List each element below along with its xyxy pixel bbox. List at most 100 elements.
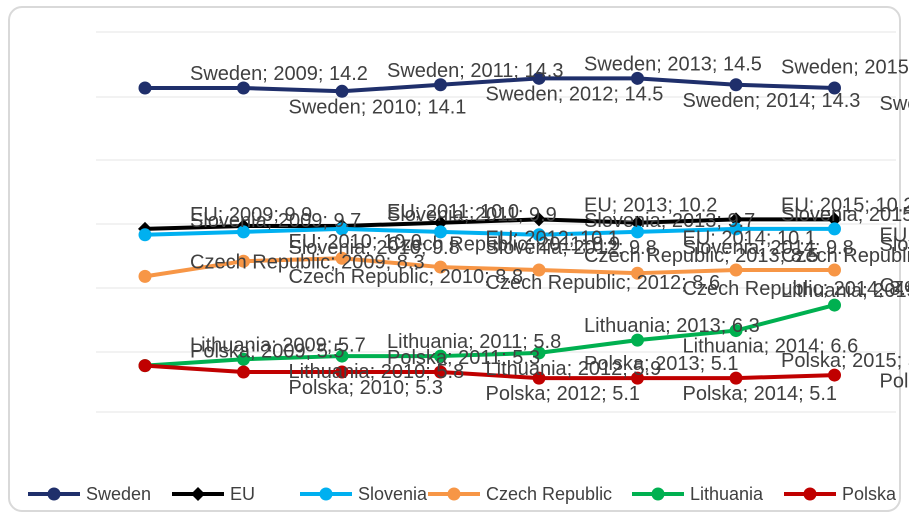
legend-marker-sweden (47, 487, 61, 501)
data-label-lithuania-7: Lithuania; 2015; 7.4 (781, 280, 909, 302)
marker-slovenia-2014 (631, 225, 644, 239)
legend-marker-czech-republic (447, 487, 461, 501)
data-label-eu-7: EU; 2015; 10.2 (781, 194, 909, 216)
data-label-slovenia-1: Slovenia; 2009; 9.7 (190, 210, 361, 232)
data-label-eu-5: EU; 2013; 10.2 (584, 194, 717, 216)
marker-slovenia-2009 (138, 228, 152, 242)
marker-eu-2013 (532, 212, 546, 227)
data-label-lithuania-5: Lithuania; 2013; 6.3 (584, 315, 760, 337)
marker-polska-2011 (335, 365, 349, 379)
marker-slovenia-2011 (335, 222, 349, 236)
marker-polska-2016 (828, 368, 841, 382)
data-label-polska-6: Polska; 2014; 5.1 (683, 383, 838, 405)
legend-label-czech-republic: Czech Republic (486, 484, 612, 504)
data-label-slovenia-8: Slovenia; 2016; 9.9 (880, 234, 909, 256)
legend-marker-slovenia (319, 487, 333, 501)
marker-czech-republic-2014 (631, 266, 644, 280)
marker-lithuania-2011 (335, 349, 349, 363)
data-label-czech-republic-6: Czech Republic; 2014; 8.4 (683, 278, 909, 300)
data-label-czech-republic-8: Czech Republic; 2016; 8.5 (880, 275, 909, 297)
data-label-sweden-8: Sweden; 2016; 14.2 (880, 93, 909, 115)
data-label-polska-4: Polska; 2012; 5.1 (486, 383, 641, 405)
marker-lithuania-2016 (828, 298, 841, 312)
data-label-polska-5: Polska; 2013; 5.1 (584, 353, 739, 375)
marker-sweden-2015 (729, 78, 743, 92)
marker-czech-republic-2012 (434, 260, 447, 274)
data-label-czech-republic-7: Czech Republic; 2015; 8.5 (781, 245, 909, 267)
data-label-slovenia-6: Slovenia; 2014; 9.8 (683, 237, 854, 259)
data-label-polska-3: Polska; 2011; 5.3 (387, 347, 540, 369)
marker-slovenia-2010 (237, 225, 250, 239)
data-label-lithuania-2: Lithuania; 2010; 5.8 (289, 361, 465, 383)
marker-slovenia-2013 (532, 228, 546, 242)
series-line-polska (144, 363, 835, 381)
data-label-czech-republic-2: Czech Republic; 2010; 8.8 (289, 266, 524, 288)
data-label-slovenia-2: Slovenia; 2010; 9.8 (289, 237, 460, 259)
legend-label-eu: EU (230, 484, 255, 504)
marker-eu-2015 (729, 212, 743, 227)
marker-sweden-2011 (335, 84, 349, 98)
marker-polska-2012 (434, 365, 447, 379)
marker-czech-republic-2009 (138, 269, 152, 283)
data-label-slovenia-5: Slovenia; 2013; 9.7 (584, 210, 755, 232)
data-label-eu-8: EU; 2016; 10.2 (880, 224, 909, 246)
legend-marker-polska (803, 487, 817, 501)
data-label-lithuania-3: Lithuania; 2011; 5.8 (387, 331, 561, 353)
marker-lithuania-2015 (729, 324, 743, 338)
data-label-eu-6: EU; 2014; 10.1 (683, 228, 816, 250)
marker-czech-republic-2013 (532, 263, 546, 277)
data-label-eu-1: EU; 2009; 9.9 (190, 204, 312, 226)
data-label-sweden-5: Sweden; 2013; 14.5 (584, 53, 762, 75)
marker-slovenia-2012 (434, 225, 447, 239)
marker-lithuania-2013 (532, 346, 546, 360)
series-line-czech-republic (144, 256, 835, 279)
chart-frame (8, 6, 901, 512)
series-line-slovenia (144, 226, 835, 237)
marker-lithuania-2012 (434, 349, 447, 363)
series-line-eu (144, 217, 835, 231)
marker-sweden-2010 (237, 81, 250, 95)
data-label-sweden-2: Sweden; 2010; 14.1 (289, 96, 467, 118)
legend-label-sweden: Sweden (86, 484, 151, 504)
data-label-czech-republic-4: Czech Republic; 2012; 8.6 (486, 272, 721, 294)
data-label-lithuania-1: Lithuania; 2009; 5.7 (190, 334, 366, 356)
legend-label-polska: Polska (842, 484, 897, 504)
data-label-lithuania-6: Lithuania; 2014; 6.6 (683, 336, 859, 358)
marker-slovenia-2015 (729, 222, 743, 236)
marker-eu-2012 (433, 215, 448, 230)
marker-czech-republic-2015 (729, 263, 743, 277)
legend-marker-eu (191, 487, 205, 501)
data-label-lithuania-4: Lithuania; 2012; 5.9 (486, 358, 662, 380)
marker-eu-2014 (630, 215, 645, 230)
data-label-slovenia-7: Slovenia; 2015; 9.9 (781, 204, 909, 226)
data-label-sweden-6: Sweden; 2014; 14.3 (683, 90, 861, 112)
marker-eu-2016 (827, 212, 842, 227)
data-label-slovenia-4: Slovenia; 2012; 9.8 (486, 237, 657, 259)
data-label-polska-7: Polska; 2015; 5.2 (781, 350, 909, 372)
data-label-czech-republic-3: Czech Republic; 2011; 8.9 (387, 233, 620, 255)
data-label-eu-4: EU; 2012; 10.1 (486, 228, 619, 250)
marker-polska-2014 (631, 371, 644, 385)
data-label-czech-republic-1: Czech Republic; 2009; 8.3 (190, 251, 425, 273)
legend-label-lithuania: Lithuania (690, 484, 764, 504)
marker-sweden-2016 (828, 81, 841, 95)
data-label-czech-republic-5: Czech Republic; 2013; 8.5 (584, 245, 819, 267)
marker-sweden-2012 (434, 78, 447, 92)
data-label-eu-2: EU; 2010; 10.0 (289, 231, 422, 253)
legend-label-slovenia: Slovenia (358, 484, 428, 504)
marker-czech-republic-2011 (335, 251, 349, 265)
marker-polska-2013 (532, 371, 546, 385)
series-line-sweden (145, 76, 835, 94)
data-label-sweden-1: Sweden; 2009; 14.2 (190, 63, 368, 85)
marker-polska-2009 (138, 359, 152, 373)
legend-marker-lithuania (651, 487, 665, 501)
series-line-lithuania (144, 303, 836, 368)
marker-lithuania-2010 (237, 352, 250, 366)
marker-czech-republic-2010 (237, 254, 250, 268)
data-label-sweden-7: Sweden; 2015; 14.4 (781, 57, 909, 79)
marker-sweden-2013 (532, 71, 546, 85)
data-label-eu-3: EU; 2011; 10.0 (387, 201, 519, 223)
data-label-sweden-3: Sweden; 2011; 14.3 (387, 60, 563, 82)
marker-slovenia-2016 (828, 222, 841, 236)
